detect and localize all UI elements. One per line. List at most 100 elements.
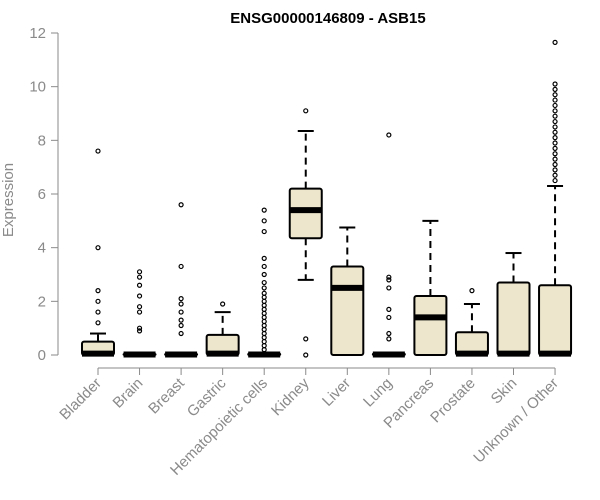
outlier-point: [261, 334, 267, 341]
outlier-point: [178, 301, 184, 307]
outlier-point: [261, 330, 267, 337]
outlier-point: [95, 245, 101, 251]
outlier-point: [552, 39, 558, 45]
outlier-point: [552, 81, 558, 87]
box-body: [330, 265, 365, 357]
outlier-point: [95, 288, 101, 294]
outlier-point: [552, 86, 558, 92]
box-body: [288, 187, 323, 240]
outlier-point: [261, 271, 267, 278]
outlier-point: [386, 306, 392, 312]
plot-area: [81, 39, 573, 358]
outlier-point: [261, 263, 267, 270]
outlier-point: [178, 263, 184, 270]
outlier-point: [552, 156, 558, 162]
outlier-point: [552, 108, 558, 114]
y-tick-label: 4: [38, 240, 46, 257]
outlier-point: [95, 148, 101, 154]
box-unknown-other: [538, 39, 573, 357]
outlier-point: [469, 288, 475, 294]
outlier-point: [178, 296, 184, 302]
outlier-point: [261, 343, 267, 349]
outlier-point: [261, 279, 267, 286]
outlier-point: [261, 310, 267, 317]
outlier-point: [552, 172, 558, 178]
outlier-point: [261, 285, 267, 291]
outlier-point: [261, 338, 267, 345]
y-axis: 0 2 4 6 8 10 12: [29, 25, 59, 364]
outlier-point: [136, 282, 143, 288]
outlier-point: [552, 151, 558, 157]
outlier-point: [136, 269, 143, 275]
outlier-point: [261, 290, 267, 296]
box-body: [538, 284, 573, 357]
x-tick-label: Bladder: [56, 375, 105, 424]
y-tick-label: 12: [29, 25, 46, 42]
outlier-point: [303, 352, 309, 358]
outlier-point: [178, 202, 184, 208]
outlier-point: [136, 274, 143, 280]
outlier-point: [178, 309, 184, 315]
outlier-point: [95, 298, 101, 304]
outlier-point: [261, 314, 267, 321]
box-brain: [122, 269, 157, 358]
y-axis-label: Expression: [0, 163, 17, 237]
outlier-point: [552, 92, 558, 98]
outlier-point: [261, 347, 267, 353]
y-tick-label: 6: [38, 186, 46, 203]
outlier-point: [261, 326, 267, 333]
box-body: [496, 281, 531, 356]
box-lung: [371, 132, 406, 358]
outlier-point: [386, 274, 392, 280]
outlier-point: [136, 325, 143, 331]
outlier-point: [261, 302, 267, 308]
outlier-point: [386, 285, 392, 291]
outlier-point: [220, 301, 226, 307]
outlier-point: [552, 124, 558, 130]
x-tick-label: Brain: [110, 375, 147, 412]
outlier-point: [178, 322, 184, 329]
outlier-point: [261, 255, 267, 261]
box-gastric: [205, 301, 240, 357]
box-breast: [164, 202, 199, 358]
box-kidney: [288, 108, 323, 358]
outlier-point: [552, 129, 558, 135]
box-skin: [496, 252, 531, 357]
outlier-point: [261, 298, 267, 304]
box-hematopoietic-cells: [247, 207, 282, 358]
outlier-point: [261, 228, 267, 235]
x-tick-label: Prostate: [427, 375, 479, 427]
box-prostate: [454, 288, 489, 357]
outlier-point: [552, 102, 558, 109]
box-body: [413, 294, 448, 357]
x-tick-label: Kidney: [268, 374, 313, 419]
outlier-point: [552, 167, 558, 173]
outlier-point: [136, 293, 143, 299]
outlier-point: [261, 318, 267, 325]
y-tick-label: 10: [29, 79, 46, 96]
outlier-point: [261, 294, 267, 300]
outlier-point: [552, 97, 558, 103]
outlier-point: [552, 118, 558, 125]
y-tick-label: 0: [38, 347, 46, 364]
chart-title: ENSG00000146809 - ASB15: [230, 10, 425, 27]
y-tick-label: 8: [38, 132, 46, 149]
outlier-point: [261, 207, 267, 213]
outlier-point: [95, 309, 101, 315]
box-pancreas: [413, 219, 448, 357]
x-tick-label: Liver: [319, 375, 354, 410]
x-tick-label: Skin: [488, 375, 521, 408]
x-tick-label: Lung: [360, 375, 396, 411]
outlier-point: [178, 330, 184, 337]
box-bladder: [81, 148, 115, 357]
outlier-point: [136, 309, 143, 315]
outlier-point: [261, 322, 267, 329]
outlier-point: [552, 161, 558, 168]
outlier-point: [261, 306, 267, 312]
outlier-point: [178, 317, 184, 323]
outlier-point: [552, 177, 558, 184]
outlier-point: [386, 336, 392, 342]
outlier-point: [136, 304, 143, 310]
